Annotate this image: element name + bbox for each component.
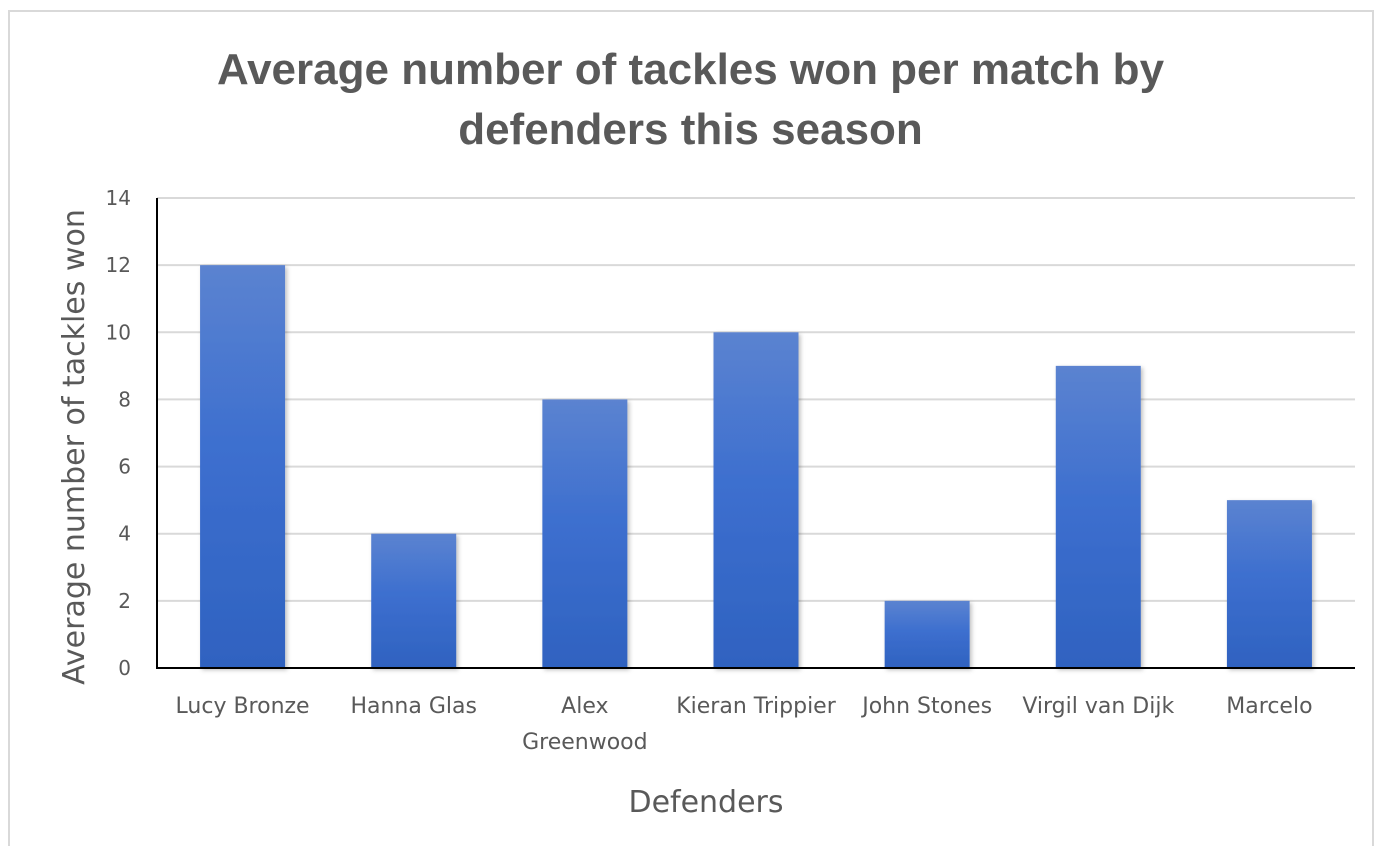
x-axis-label: Defenders [628, 785, 783, 820]
x-category-label: Lucy Bronze [176, 694, 310, 719]
x-category-label: Marcelo [1226, 694, 1312, 719]
bars [200, 265, 1312, 668]
bar [884, 600, 970, 668]
x-category-label: Greenwood [522, 730, 648, 755]
bar [200, 265, 286, 668]
y-tick-label: 6 [118, 455, 131, 479]
bar [371, 533, 457, 668]
bar [713, 332, 799, 668]
x-category-labels: Lucy Bronze Hanna Glas Alex Greenwood Kieran… [176, 694, 1313, 755]
y-tick-labels: 0 2 4 6 8 10 12 14 [106, 186, 131, 680]
chart-title-line-2: defenders this season [458, 105, 923, 154]
y-tick-label: 10 [106, 320, 131, 344]
y-tick-label: 8 [118, 387, 131, 411]
x-category-label: Hanna Glas [350, 694, 477, 719]
y-axis-label: Average number of tackles won [57, 209, 92, 685]
x-category-label: Virgil van Dijk [1022, 694, 1174, 719]
axes [156, 198, 1355, 669]
x-category-label: Kieran Trippier [676, 694, 836, 719]
bar [1226, 500, 1312, 668]
chart-title-line-1: Average number of tackles won per match … [216, 45, 1165, 94]
y-tick-label: 12 [106, 253, 131, 277]
y-tick-label: 4 [118, 522, 131, 546]
x-category-label: Alex [561, 694, 608, 719]
bar [542, 399, 628, 668]
y-tick-label: 2 [118, 589, 131, 613]
y-tick-label: 14 [106, 186, 131, 210]
y-tick-label: 0 [118, 656, 131, 680]
bar [1055, 365, 1141, 668]
x-category-label: John Stones [860, 694, 992, 719]
